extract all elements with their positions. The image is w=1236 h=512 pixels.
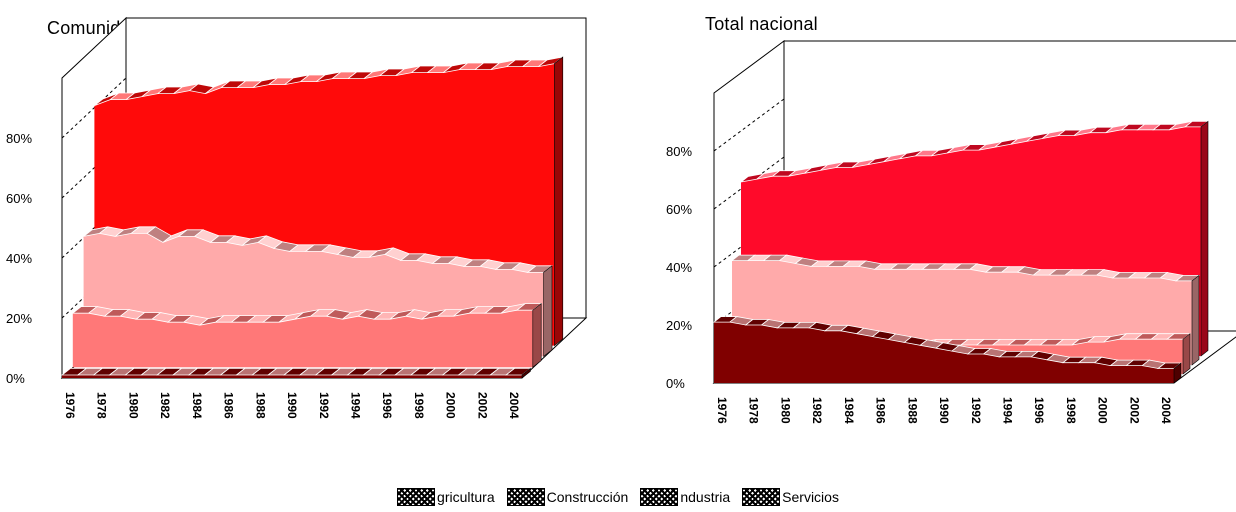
series-agricultura — [712, 316, 1183, 384]
legend-swatch-icon — [742, 488, 781, 506]
y-tick-label: 80% — [666, 144, 692, 159]
x-tick-label: 1988 — [905, 397, 919, 424]
x-tick-label: 1988 — [253, 392, 267, 419]
x-tick-label: 1982 — [810, 397, 824, 424]
x-tick-label: 1986 — [222, 392, 236, 419]
x-tick-label: 2002 — [1127, 397, 1141, 424]
x-tick-label: 1996 — [380, 392, 394, 419]
x-tick-label: 2004 — [1159, 397, 1173, 424]
series-side — [543, 265, 553, 358]
legend-label: gricultura — [437, 489, 495, 505]
x-tick-label: 1994 — [349, 392, 363, 419]
y-tick-label: 0% — [6, 371, 25, 386]
x-tick-label: 1984 — [190, 392, 204, 419]
gridline — [713, 98, 785, 152]
x-tick-label: 1984 — [842, 397, 856, 424]
series-area — [62, 375, 522, 378]
x-tick-label: 1978 — [747, 397, 761, 424]
legend-item-industria: ndustria — [640, 488, 730, 506]
series-agricultura — [60, 367, 532, 379]
x-tick-label: 1996 — [1032, 397, 1046, 424]
series-side — [1191, 274, 1200, 366]
chart-nacional-canvas: 0% 20% 40% 60% 80% 1976 1978 1980 1982 1984 1986 19… — [666, 40, 1236, 424]
legend: gricultura Construcción ndustria Servici… — [0, 485, 1236, 509]
x-tick-label: 1998 — [1064, 397, 1078, 424]
x-tick-label: 1980 — [778, 397, 792, 424]
legend-item-agricultura: gricultura — [397, 488, 495, 506]
legend-item-construccion: Construcción — [506, 488, 629, 506]
x-tick-label: 2004 — [507, 392, 521, 419]
legend-swatch-icon — [640, 488, 679, 506]
x-tick-label: 1986 — [874, 397, 888, 424]
x-tick-label: 1976 — [63, 392, 77, 419]
x-tick-label: 2002 — [475, 392, 489, 419]
legend-swatch-icon — [506, 488, 545, 506]
series-area — [714, 322, 1174, 383]
x-tick-label: 1990 — [285, 392, 299, 419]
series-construcción — [71, 302, 543, 368]
series-side — [554, 56, 564, 347]
x-tick-label: 1994 — [1001, 397, 1015, 424]
legend-label: Construcción — [546, 489, 629, 505]
x-tick-label: 1978 — [95, 392, 109, 419]
y-tick-label: 40% — [666, 260, 692, 275]
x-tick-label: 1980 — [126, 392, 140, 419]
series-side — [532, 302, 542, 368]
x-tick-label: 1992 — [969, 397, 983, 424]
chart-comunidad-madrid: Comunidad de Madrid 0%20%40%60%80%197619… — [0, 0, 618, 440]
chart-title: Total nacional — [705, 14, 818, 34]
x-tick-label: 1976 — [715, 397, 729, 424]
x-tick-label: 2000 — [444, 392, 458, 419]
legend-swatch-icon — [397, 488, 436, 506]
y-tick-label: 20% — [666, 318, 692, 333]
y-tick-label: 20% — [6, 311, 32, 326]
legend-label: Servicios — [782, 489, 839, 505]
legend-item-servicios: Servicios — [742, 488, 839, 506]
y-tick-label: 40% — [6, 251, 32, 266]
y-tick-label: 60% — [6, 191, 32, 206]
gridline — [61, 77, 127, 139]
x-tick-label: 2000 — [1096, 397, 1110, 424]
y-tick-label: 80% — [6, 131, 32, 146]
series-side — [1200, 120, 1209, 357]
x-tick-label: 1982 — [158, 392, 172, 419]
chart-madrid-canvas: 0% 20% 40% 60% 80% 1976 1978 1980 1982 1984 1986 19… — [6, 16, 588, 419]
y-tick-label: 60% — [666, 202, 692, 217]
legend-label: ndustria — [680, 489, 731, 505]
x-tick-label: 1990 — [937, 397, 951, 424]
x-tick-label: 1998 — [412, 392, 426, 419]
x-tick-label: 1992 — [317, 392, 331, 419]
chart-total-nacional: Total nacional 0% 20% 40% 60% 80% 1976 1978 198… — [618, 0, 1236, 440]
series-side — [521, 367, 531, 379]
series-side — [1182, 333, 1191, 375]
series-area — [72, 310, 533, 368]
series-side — [1173, 362, 1182, 384]
y-tick-label: 0% — [666, 376, 685, 391]
